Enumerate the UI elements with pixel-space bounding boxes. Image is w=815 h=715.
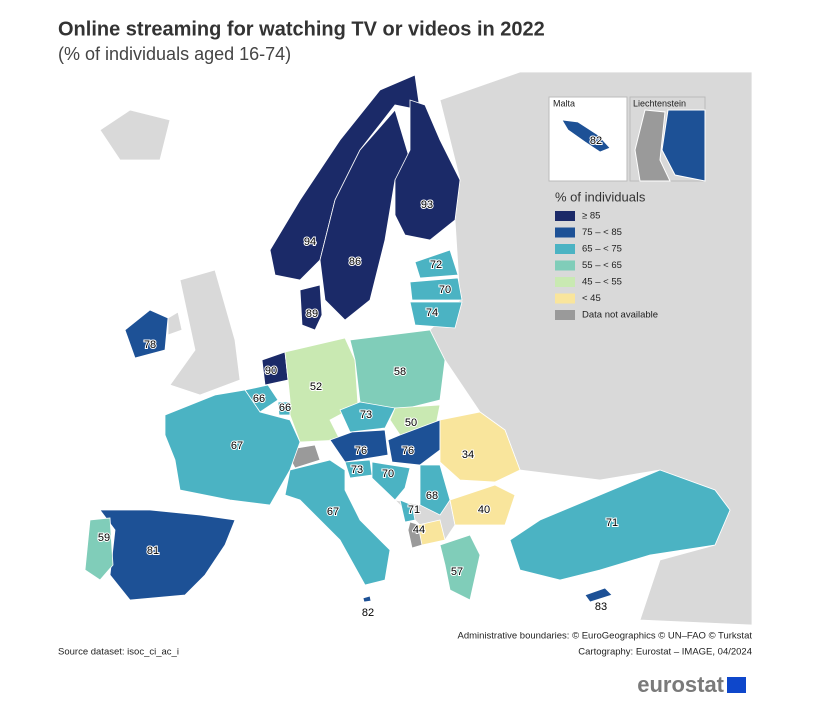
value-label: 93 bbox=[421, 199, 433, 211]
value-label: 68 bbox=[426, 490, 438, 502]
country bbox=[439, 534, 481, 601]
value-label: 52 bbox=[310, 381, 322, 393]
logo-flag bbox=[727, 677, 746, 693]
value-label: 44 bbox=[413, 524, 425, 536]
legend-swatch bbox=[555, 260, 575, 271]
country bbox=[362, 595, 372, 603]
value-label: 66 bbox=[279, 402, 291, 414]
country bbox=[269, 74, 421, 281]
country bbox=[371, 461, 411, 501]
legend-label: 65 – < 75 bbox=[582, 244, 622, 255]
value-label: 57 bbox=[451, 566, 463, 578]
source: Source dataset: isoc_ci_ac_i bbox=[58, 647, 179, 658]
logo: eurostat bbox=[637, 672, 724, 697]
value-label: 89 bbox=[306, 308, 318, 320]
country bbox=[299, 284, 323, 331]
value-label: 82 bbox=[590, 135, 602, 147]
value-label: 58 bbox=[394, 366, 406, 378]
value-label: 86 bbox=[349, 256, 361, 268]
value-label: 34 bbox=[462, 449, 474, 461]
land bbox=[99, 109, 171, 161]
legend-swatch bbox=[555, 227, 575, 238]
legend-label: < 45 bbox=[582, 293, 601, 304]
inset-country bbox=[561, 119, 611, 153]
value-label: 76 bbox=[402, 445, 414, 457]
value-label: 50 bbox=[405, 417, 417, 429]
country bbox=[319, 109, 411, 321]
legend-swatch bbox=[555, 293, 575, 304]
inset-label: Liechtenstein bbox=[633, 98, 686, 108]
value-label: 72 bbox=[430, 259, 442, 271]
country bbox=[414, 249, 459, 279]
country bbox=[394, 99, 461, 241]
legend-label: ≥ 85 bbox=[582, 211, 600, 222]
value-label: 66 bbox=[253, 393, 265, 405]
country bbox=[329, 429, 389, 463]
legend-swatch bbox=[555, 244, 575, 254]
country bbox=[399, 499, 416, 523]
country bbox=[584, 587, 613, 603]
value-label: 81 bbox=[147, 545, 159, 557]
value-label: 40 bbox=[478, 504, 490, 516]
value-label: 67 bbox=[327, 506, 339, 518]
value-label: 74 bbox=[426, 307, 438, 319]
value-label: 78 bbox=[144, 339, 156, 351]
no-data-country bbox=[634, 109, 671, 182]
legend-label: 55 – < 65 bbox=[582, 260, 622, 271]
legend: ≥ 85 75 – < 85 65 – < 75 55 – < 65 45 – < 55… bbox=[555, 211, 658, 321]
legend-swatch bbox=[555, 211, 575, 221]
country bbox=[84, 517, 114, 581]
legend-label: 45 – < 55 bbox=[582, 277, 622, 288]
legend-title: % of individuals bbox=[555, 189, 646, 204]
country bbox=[419, 464, 451, 516]
country bbox=[124, 309, 169, 359]
legend-swatch bbox=[555, 277, 575, 287]
country bbox=[409, 301, 463, 329]
value-label: 76 bbox=[355, 445, 367, 457]
land bbox=[167, 311, 183, 336]
subtitle: (% of individuals aged 16-74) bbox=[58, 44, 291, 64]
legend-label: 75 – < 85 bbox=[582, 227, 622, 238]
country bbox=[439, 411, 521, 483]
value-label: 73 bbox=[351, 464, 363, 476]
value-label: 70 bbox=[439, 284, 451, 296]
value-label: 90 bbox=[265, 365, 277, 377]
country bbox=[409, 277, 463, 301]
value-label: 73 bbox=[360, 409, 372, 421]
country bbox=[449, 484, 516, 526]
land bbox=[169, 269, 241, 396]
country bbox=[417, 519, 446, 546]
legend-label: Data not available bbox=[582, 310, 658, 321]
credit: Administrative boundaries: © EuroGeograp… bbox=[457, 631, 752, 642]
country bbox=[339, 401, 396, 433]
value-label: 71 bbox=[408, 504, 420, 516]
legend-swatch bbox=[555, 310, 575, 320]
title: Online streaming for watching TV or vide… bbox=[58, 18, 545, 40]
inset-label: Malta bbox=[553, 98, 575, 108]
value-label: 83 bbox=[595, 601, 607, 613]
inset-country bbox=[661, 109, 706, 182]
value-label: 82 bbox=[362, 607, 374, 619]
country bbox=[349, 329, 446, 411]
value-label: 59 bbox=[98, 532, 110, 544]
value-label: 94 bbox=[304, 236, 316, 248]
country bbox=[509, 469, 731, 581]
value-label: 70 bbox=[382, 468, 394, 480]
value-label: 67 bbox=[231, 440, 243, 452]
credit: Cartography: Eurostat – IMAGE, 04/2024 bbox=[578, 647, 752, 658]
value-label: 71 bbox=[606, 517, 618, 529]
country bbox=[284, 459, 391, 586]
